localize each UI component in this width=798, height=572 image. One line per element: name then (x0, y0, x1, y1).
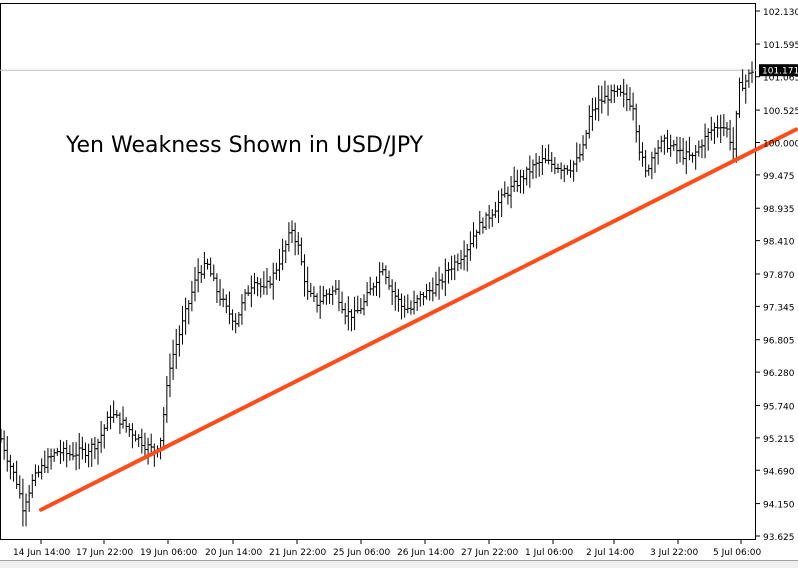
x-tick-label: 26 Jun 14:00 (397, 548, 454, 558)
x-tick-label: 20 Jun 14:00 (205, 548, 262, 558)
y-tick-label: 93.625 (763, 533, 795, 543)
x-tick-label: 19 Jun 06:00 (140, 548, 197, 558)
plot-frame (0, 3, 756, 540)
x-tick-label: 27 Jun 22:00 (461, 548, 518, 558)
y-tick-label: 94.150 (763, 501, 795, 511)
x-tick-label: 3 Jul 22:00 (650, 548, 699, 558)
y-tick-label: 97.870 (763, 271, 795, 281)
ohlc-bars (0, 61, 754, 527)
y-tick-label: 94.690 (763, 467, 795, 477)
x-tick-label: 2 Jul 14:00 (586, 548, 635, 558)
x-tick-label: 14 Jun 14:00 (13, 548, 70, 558)
y-tick-label: 96.280 (763, 369, 795, 379)
current-price-label: 101.171 (762, 67, 798, 77)
y-tick-label: 101.595 (763, 41, 798, 51)
ohlc-bar (750, 61, 754, 83)
trendline (39, 127, 798, 512)
y-tick-label: 102.130 (763, 8, 798, 18)
x-tick-label: 5 Jul 06:00 (713, 548, 762, 558)
y-tick-label: 99.475 (763, 172, 795, 182)
y-tick-label: 95.215 (763, 435, 795, 445)
y-tick-label: 97.345 (763, 303, 795, 313)
y-tick-label: 100.525 (763, 107, 798, 117)
x-axis: 14 Jun 14:00 17 Jun 22:00 19 Jun 06:00 20 J… (13, 540, 762, 558)
x-tick-label: 1 Jul 06:00 (525, 548, 574, 558)
y-tick-label: 98.935 (763, 205, 795, 215)
y-tick-label: 95.740 (763, 402, 795, 412)
y-tick-label: 101.065 (763, 74, 798, 84)
current-price-box (759, 64, 798, 77)
x-tick-label: 21 Jun 22:00 (269, 548, 326, 558)
chart-title: Yen Weakness Shown in USD/JPY (65, 133, 424, 158)
y-tick-label: 98.410 (763, 238, 795, 248)
x-tick-label: 17 Jun 22:00 (76, 548, 133, 558)
y-tick-label: 96.805 (763, 337, 795, 347)
y-tick-label: 100.000 (763, 139, 798, 149)
x-tick-label: 25 Jun 06:00 (333, 548, 390, 558)
y-axis: 102.130 101.595 101.065 100.525 100.000 99.47… (756, 8, 798, 543)
bottom-strip (0, 560, 798, 568)
